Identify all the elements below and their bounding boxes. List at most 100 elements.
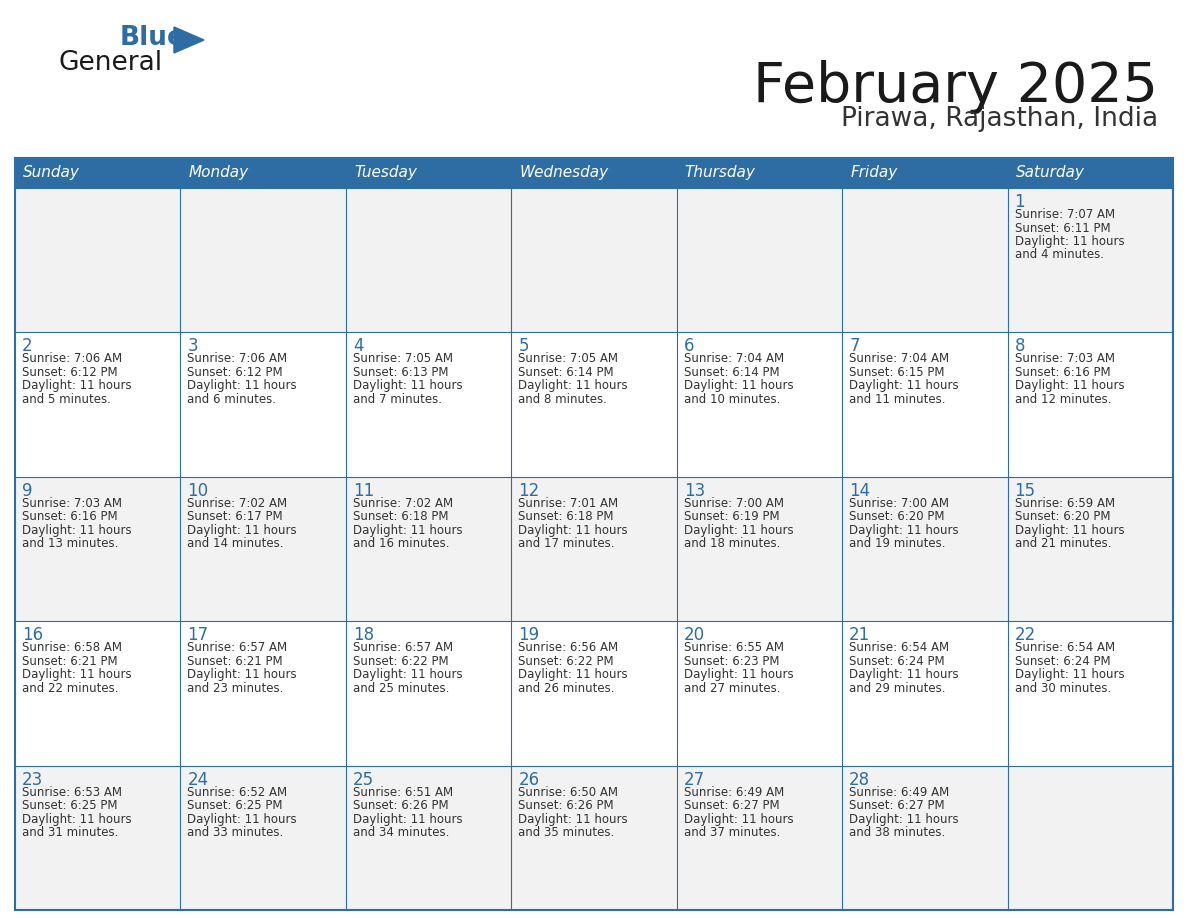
Text: and 37 minutes.: and 37 minutes.: [684, 826, 781, 839]
Text: Sunset: 6:25 PM: Sunset: 6:25 PM: [188, 799, 283, 812]
Text: Sunrise: 6:54 AM: Sunrise: 6:54 AM: [849, 641, 949, 655]
Text: Sunset: 6:26 PM: Sunset: 6:26 PM: [518, 799, 614, 812]
Text: 19: 19: [518, 626, 539, 644]
Text: Sunset: 6:22 PM: Sunset: 6:22 PM: [518, 655, 614, 667]
Text: Sunset: 6:13 PM: Sunset: 6:13 PM: [353, 366, 448, 379]
Text: Thursday: Thursday: [684, 165, 756, 181]
Bar: [842, 188, 1007, 332]
Text: Sunrise: 6:53 AM: Sunrise: 6:53 AM: [23, 786, 122, 799]
Text: Sunset: 6:21 PM: Sunset: 6:21 PM: [23, 655, 118, 667]
Text: Sunset: 6:27 PM: Sunset: 6:27 PM: [849, 799, 944, 812]
Text: Sunrise: 7:03 AM: Sunrise: 7:03 AM: [1015, 353, 1114, 365]
Text: Daylight: 11 hours: Daylight: 11 hours: [684, 668, 794, 681]
Bar: [15, 158, 181, 188]
Text: Daylight: 11 hours: Daylight: 11 hours: [684, 379, 794, 392]
Text: and 11 minutes.: and 11 minutes.: [849, 393, 946, 406]
Text: Daylight: 11 hours: Daylight: 11 hours: [188, 524, 297, 537]
Bar: [181, 332, 346, 476]
Text: Sunrise: 6:49 AM: Sunrise: 6:49 AM: [849, 786, 949, 799]
Text: Daylight: 11 hours: Daylight: 11 hours: [518, 379, 628, 392]
Text: Sunrise: 7:05 AM: Sunrise: 7:05 AM: [518, 353, 618, 365]
Text: Daylight: 11 hours: Daylight: 11 hours: [518, 668, 628, 681]
Text: Sunset: 6:19 PM: Sunset: 6:19 PM: [684, 510, 779, 523]
Text: and 23 minutes.: and 23 minutes.: [188, 682, 284, 695]
Text: 5: 5: [518, 338, 529, 355]
Text: and 35 minutes.: and 35 minutes.: [518, 826, 614, 839]
Text: 21: 21: [849, 626, 871, 644]
Text: Daylight: 11 hours: Daylight: 11 hours: [353, 668, 462, 681]
Text: Sunset: 6:18 PM: Sunset: 6:18 PM: [353, 510, 448, 523]
Text: Sunrise: 6:58 AM: Sunrise: 6:58 AM: [23, 641, 122, 655]
Text: 27: 27: [684, 770, 704, 789]
Text: and 34 minutes.: and 34 minutes.: [353, 826, 449, 839]
Text: Daylight: 11 hours: Daylight: 11 hours: [188, 812, 297, 825]
Bar: [1007, 158, 1173, 188]
Text: Sunset: 6:20 PM: Sunset: 6:20 PM: [1015, 510, 1110, 523]
Text: Sunrise: 6:57 AM: Sunrise: 6:57 AM: [188, 641, 287, 655]
Text: Sunrise: 7:06 AM: Sunrise: 7:06 AM: [23, 353, 122, 365]
Text: and 8 minutes.: and 8 minutes.: [518, 393, 607, 406]
Bar: [1007, 476, 1173, 621]
Bar: [511, 158, 677, 188]
Text: Daylight: 11 hours: Daylight: 11 hours: [1015, 668, 1124, 681]
Text: Pirawa, Rajasthan, India: Pirawa, Rajasthan, India: [841, 106, 1158, 132]
Text: and 7 minutes.: and 7 minutes.: [353, 393, 442, 406]
Text: Daylight: 11 hours: Daylight: 11 hours: [353, 812, 462, 825]
Text: and 18 minutes.: and 18 minutes.: [684, 537, 781, 550]
Text: and 10 minutes.: and 10 minutes.: [684, 393, 781, 406]
Text: Sunrise: 7:04 AM: Sunrise: 7:04 AM: [684, 353, 784, 365]
Bar: [346, 158, 511, 188]
Text: 24: 24: [188, 770, 209, 789]
Bar: [842, 332, 1007, 476]
Text: Sunset: 6:21 PM: Sunset: 6:21 PM: [188, 655, 283, 667]
Text: Sunrise: 7:02 AM: Sunrise: 7:02 AM: [188, 497, 287, 509]
Text: Sunset: 6:24 PM: Sunset: 6:24 PM: [1015, 655, 1111, 667]
Text: Sunset: 6:17 PM: Sunset: 6:17 PM: [188, 510, 283, 523]
Text: Daylight: 11 hours: Daylight: 11 hours: [518, 524, 628, 537]
Text: 11: 11: [353, 482, 374, 499]
Text: and 25 minutes.: and 25 minutes.: [353, 682, 449, 695]
Text: and 31 minutes.: and 31 minutes.: [23, 826, 119, 839]
Text: 26: 26: [518, 770, 539, 789]
Text: Sunset: 6:18 PM: Sunset: 6:18 PM: [518, 510, 614, 523]
Bar: [15, 766, 181, 910]
Text: Daylight: 11 hours: Daylight: 11 hours: [849, 379, 959, 392]
Text: Sunrise: 7:04 AM: Sunrise: 7:04 AM: [849, 353, 949, 365]
Text: Daylight: 11 hours: Daylight: 11 hours: [1015, 379, 1124, 392]
Bar: [346, 188, 511, 332]
Bar: [15, 476, 181, 621]
Text: and 21 minutes.: and 21 minutes.: [1015, 537, 1111, 550]
Text: Sunset: 6:12 PM: Sunset: 6:12 PM: [188, 366, 283, 379]
Text: Monday: Monday: [189, 165, 248, 181]
Text: General: General: [58, 50, 162, 76]
Text: Daylight: 11 hours: Daylight: 11 hours: [849, 812, 959, 825]
Text: and 19 minutes.: and 19 minutes.: [849, 537, 946, 550]
Text: Sunrise: 7:00 AM: Sunrise: 7:00 AM: [849, 497, 949, 509]
Bar: [1007, 621, 1173, 766]
Text: Wednesday: Wednesday: [519, 165, 608, 181]
Bar: [181, 476, 346, 621]
Text: Sunset: 6:14 PM: Sunset: 6:14 PM: [684, 366, 779, 379]
Text: Daylight: 11 hours: Daylight: 11 hours: [23, 379, 132, 392]
Text: Sunrise: 7:01 AM: Sunrise: 7:01 AM: [518, 497, 619, 509]
Text: and 29 minutes.: and 29 minutes.: [849, 682, 946, 695]
Bar: [511, 188, 677, 332]
Text: February 2025: February 2025: [753, 60, 1158, 114]
Text: 9: 9: [23, 482, 32, 499]
Text: 15: 15: [1015, 482, 1036, 499]
Text: Daylight: 11 hours: Daylight: 11 hours: [23, 524, 132, 537]
Bar: [346, 621, 511, 766]
Text: Daylight: 11 hours: Daylight: 11 hours: [849, 668, 959, 681]
Text: Saturday: Saturday: [1016, 165, 1085, 181]
Text: Sunday: Sunday: [23, 165, 80, 181]
Text: Sunrise: 6:59 AM: Sunrise: 6:59 AM: [1015, 497, 1114, 509]
Text: and 27 minutes.: and 27 minutes.: [684, 682, 781, 695]
Text: Sunrise: 6:49 AM: Sunrise: 6:49 AM: [684, 786, 784, 799]
Text: Daylight: 11 hours: Daylight: 11 hours: [518, 812, 628, 825]
Text: 7: 7: [849, 338, 860, 355]
Text: Sunset: 6:11 PM: Sunset: 6:11 PM: [1015, 221, 1111, 234]
Text: Sunrise: 6:57 AM: Sunrise: 6:57 AM: [353, 641, 453, 655]
Text: Sunset: 6:27 PM: Sunset: 6:27 PM: [684, 799, 779, 812]
Text: 14: 14: [849, 482, 871, 499]
Text: 20: 20: [684, 626, 704, 644]
